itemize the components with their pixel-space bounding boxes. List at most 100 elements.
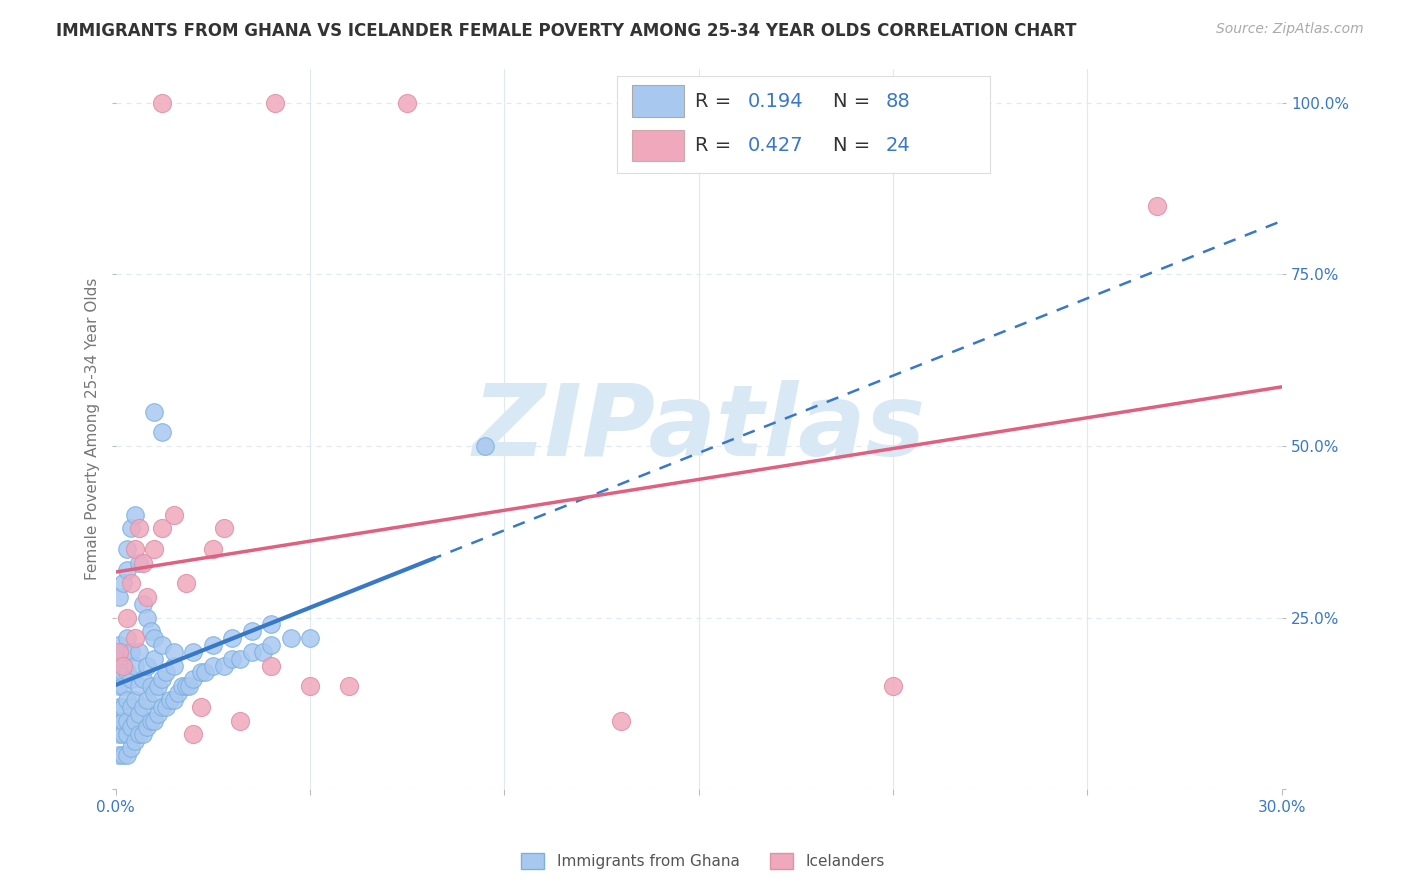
Point <box>148 679 170 693</box>
Point <box>174 679 197 693</box>
Point <box>132 699 155 714</box>
Y-axis label: Female Poverty Among 25-34 Year Olds: Female Poverty Among 25-34 Year Olds <box>86 277 100 580</box>
Point <box>124 693 146 707</box>
Point <box>128 556 150 570</box>
Point <box>214 658 236 673</box>
Point <box>115 747 138 762</box>
Legend: Immigrants from Ghana, Icelanders: Immigrants from Ghana, Icelanders <box>516 847 890 875</box>
Point <box>143 631 166 645</box>
Point <box>264 95 287 110</box>
Point <box>221 631 243 645</box>
Point <box>128 679 150 693</box>
Point <box>108 665 131 680</box>
Point <box>124 541 146 556</box>
Point <box>260 638 283 652</box>
Point <box>120 521 142 535</box>
Point <box>183 645 205 659</box>
Point <box>115 541 138 556</box>
Point <box>298 679 321 693</box>
Point <box>260 617 283 632</box>
Point <box>132 673 155 687</box>
Point <box>115 610 138 624</box>
Point <box>108 652 131 666</box>
Point <box>214 521 236 535</box>
Point <box>190 665 212 680</box>
Text: IMMIGRANTS FROM GHANA VS ICELANDER FEMALE POVERTY AMONG 25-34 YEAR OLDS CORRELAT: IMMIGRANTS FROM GHANA VS ICELANDER FEMAL… <box>56 22 1077 40</box>
Point <box>108 727 131 741</box>
Point <box>260 658 283 673</box>
Point <box>139 679 162 693</box>
Point <box>882 679 904 693</box>
Point <box>183 673 205 687</box>
Point <box>108 638 131 652</box>
Point <box>120 699 142 714</box>
Point <box>128 727 150 741</box>
Point <box>240 645 263 659</box>
Text: Source: ZipAtlas.com: Source: ZipAtlas.com <box>1216 22 1364 37</box>
Point <box>143 405 166 419</box>
Point <box>150 95 173 110</box>
Point <box>108 645 131 659</box>
Point <box>337 679 360 693</box>
Point <box>120 741 142 756</box>
Point <box>120 720 142 734</box>
Point <box>108 699 131 714</box>
Point <box>229 652 252 666</box>
Point <box>166 686 188 700</box>
Point <box>159 693 181 707</box>
Point <box>280 631 302 645</box>
Point <box>124 714 146 728</box>
Point <box>139 624 162 639</box>
Point <box>115 693 138 707</box>
Point <box>115 631 138 645</box>
Point <box>190 699 212 714</box>
Point <box>135 590 157 604</box>
Point <box>108 714 131 728</box>
Point <box>163 693 186 707</box>
Point <box>201 638 224 652</box>
Point <box>112 645 135 659</box>
Point <box>112 727 135 741</box>
Point <box>150 638 173 652</box>
Point <box>610 714 633 728</box>
Point <box>135 720 157 734</box>
Point <box>179 679 201 693</box>
Point <box>112 658 135 673</box>
Point <box>112 699 135 714</box>
Point <box>115 665 138 680</box>
Point <box>150 521 173 535</box>
Point <box>155 665 177 680</box>
Point <box>124 734 146 748</box>
Point <box>194 665 217 680</box>
Point <box>298 631 321 645</box>
Point <box>108 679 131 693</box>
Point <box>120 645 142 659</box>
Point <box>229 714 252 728</box>
Point <box>120 673 142 687</box>
Point <box>139 714 162 728</box>
Point <box>124 631 146 645</box>
Point <box>143 652 166 666</box>
Point <box>201 658 224 673</box>
Point <box>170 679 193 693</box>
Point <box>124 508 146 522</box>
Point <box>1146 199 1168 213</box>
Point <box>108 590 131 604</box>
Point <box>474 439 496 453</box>
Point <box>396 95 419 110</box>
Point <box>132 597 155 611</box>
Point <box>128 521 150 535</box>
Point <box>150 699 173 714</box>
Point <box>135 693 157 707</box>
Point <box>240 624 263 639</box>
Point <box>201 541 224 556</box>
Point <box>115 714 138 728</box>
Point <box>120 576 142 591</box>
Point <box>128 645 150 659</box>
Point <box>112 679 135 693</box>
Point <box>128 706 150 721</box>
Point <box>163 658 186 673</box>
Point <box>108 747 131 762</box>
Text: ZIPatlas: ZIPatlas <box>472 380 925 477</box>
Point <box>174 576 197 591</box>
